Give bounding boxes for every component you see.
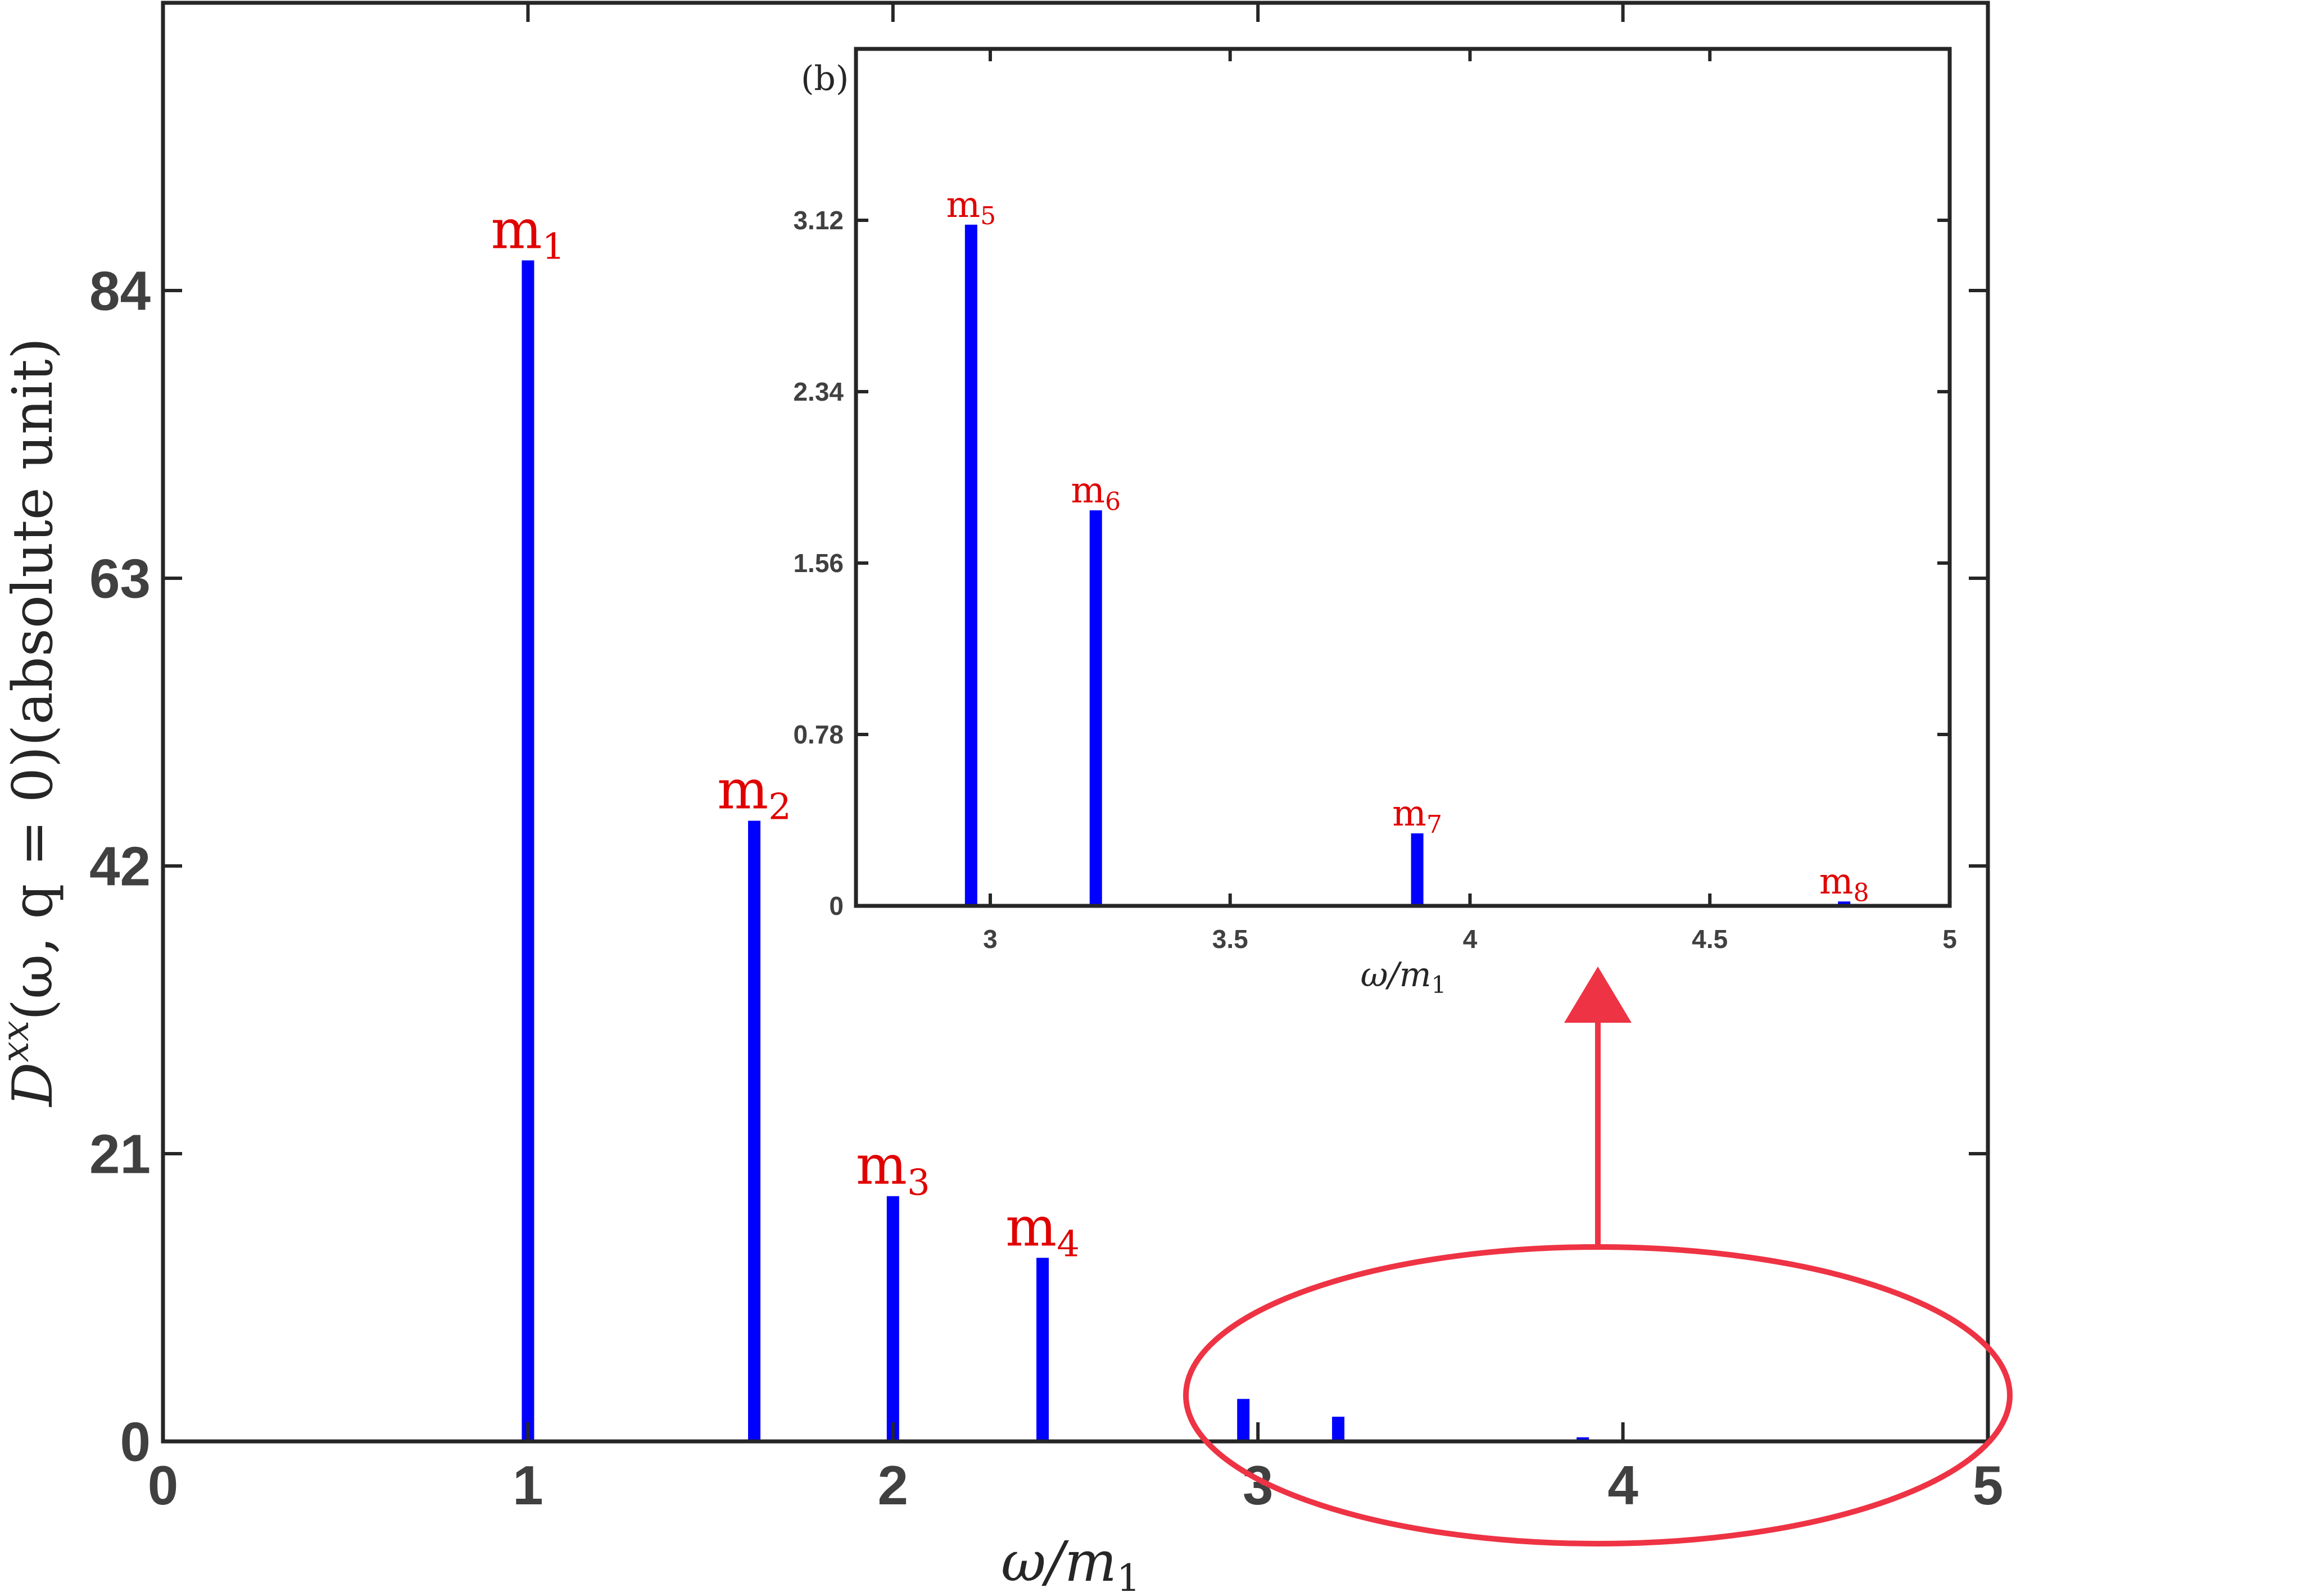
inset-x-label-sub: 1 <box>1431 971 1447 999</box>
inset-x-tick-label: 4 <box>1463 924 1478 954</box>
inset-peak-label-m6: m6 <box>1071 470 1121 516</box>
inset-panel-label: (b) <box>801 59 849 98</box>
main-y-tick-label: 0 <box>120 1410 151 1472</box>
main-y-tick-label: 84 <box>89 260 151 321</box>
main-bar-4 <box>1036 1258 1049 1441</box>
main-x-axis-label: ω/m1 <box>1001 1530 1140 1592</box>
inset-x-tick-label: 5 <box>1942 924 1957 954</box>
inset-plot-frame <box>854 47 1952 908</box>
zoom-arrow-head <box>1564 967 1632 1023</box>
inset-y-tick-label: 0.78 <box>793 720 844 749</box>
inset-peak-labels: m5 m6 m7 m8 <box>946 184 1869 908</box>
main-bar-1 <box>522 260 534 1442</box>
main-peak-label-m1: m1 <box>491 198 565 267</box>
main-x-tick-label: 4 <box>1607 1454 1638 1516</box>
inset-bars <box>964 224 1851 906</box>
main-x-tick-label: 0 <box>148 1454 179 1516</box>
main-bar-6 <box>1332 1417 1345 1441</box>
inset-x-axis-label: ω/m1 <box>1361 955 1447 999</box>
main-peak-label-m3: m3 <box>856 1134 930 1204</box>
main-bar-3 <box>886 1196 899 1441</box>
inset-peak-label-m7: m7 <box>1392 793 1442 839</box>
main-bars <box>522 260 1914 1443</box>
inset-x-tick-label: 4.5 <box>1692 924 1728 954</box>
inset-y-tick-label: 2.34 <box>793 377 844 406</box>
inset-x-tick-label: 3.5 <box>1212 924 1248 954</box>
main-y-tick-label: 42 <box>89 835 151 897</box>
inset-plot-background <box>856 49 1950 906</box>
inset-bar-3 <box>1411 833 1424 906</box>
main-peak-label-m4: m4 <box>1005 1195 1080 1265</box>
main-y-label-rest: (ω, q = 0)(absolute unit) <box>1 338 65 1020</box>
main-x-tick-label: 1 <box>513 1454 543 1516</box>
main-y-label-d: D <box>1 1062 65 1108</box>
inset-bar-1 <box>964 224 977 906</box>
main-y-label-sup: xx <box>0 1020 37 1062</box>
main-x-tick-label: 2 <box>878 1454 909 1516</box>
inset-peak-label-m5: m5 <box>946 184 996 230</box>
inset-bar-2 <box>1089 510 1102 906</box>
main-peak-labels: m1 m2 m3 m4 <box>491 198 1080 1265</box>
main-x-tick-label: 5 <box>1973 1454 2004 1516</box>
inset-y-tick-label: 1.56 <box>793 548 844 578</box>
inset-y-tick-label: 0 <box>829 891 844 920</box>
inset-ticks: 3 3.5 4 4.5 5 0 0.78 1.56 2.34 3.12 <box>793 49 1957 954</box>
main-y-axis-label: Dxx(ω, q = 0)(absolute unit) <box>0 338 65 1108</box>
main-bar-2 <box>748 820 761 1441</box>
main-y-tick-label: 21 <box>89 1123 151 1185</box>
main-x-label-text: ω/m <box>1001 1530 1117 1592</box>
zoom-annotation <box>1183 967 2013 1546</box>
main-ticks: 0 1 2 3 4 5 0 21 42 63 84 <box>89 3 2003 1516</box>
main-peak-label-m2: m2 <box>717 759 791 828</box>
main-bar-5 <box>1237 1399 1250 1441</box>
main-bar-7 <box>1576 1437 1589 1441</box>
inset-x-label-text: ω/m <box>1361 955 1431 995</box>
main-y-tick-label: 63 <box>89 547 151 609</box>
zoom-region-ellipse <box>1183 1244 2013 1546</box>
main-x-label-sub: 1 <box>1117 1557 1140 1592</box>
main-plot-frame <box>161 1 1990 1444</box>
inset-peak-label-m8: m8 <box>1819 861 1869 907</box>
inset-y-tick-label: 3.12 <box>793 206 844 235</box>
inset-bar-4 <box>1838 901 1851 906</box>
inset-x-tick-label: 3 <box>983 924 998 954</box>
